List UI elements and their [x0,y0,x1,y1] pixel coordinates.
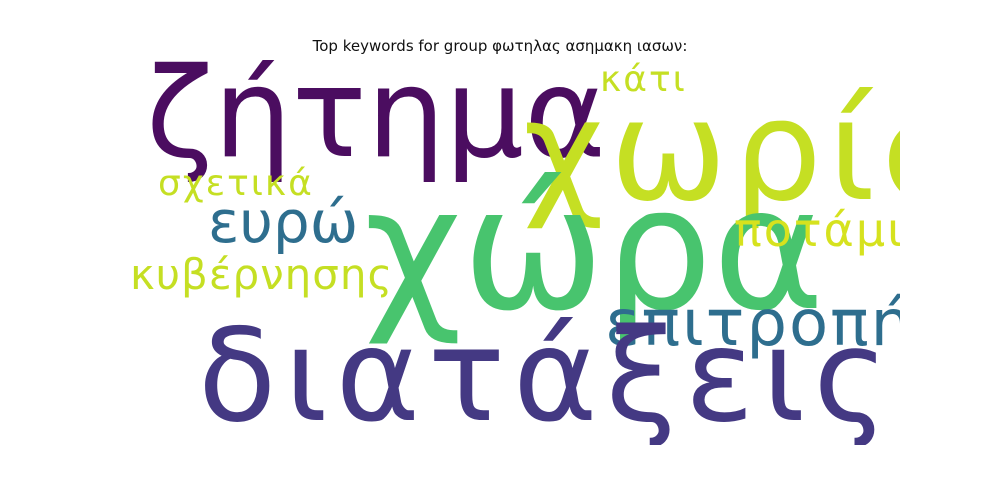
word-xwra: χώρα [364,151,825,349]
word-kati: κάτι [600,60,687,100]
word-epitropi: επιτροπή [605,287,900,361]
word-potami: ποτάμι [734,203,900,257]
word-diataxeis: διατάξεις [198,302,897,445]
word-kyvernisis: κυβέρνησης [130,250,394,299]
word-zitima: ζήτημα [146,60,606,186]
word-eyrw: ευρώ [208,188,359,256]
word-xwris: χωρίς [523,70,900,233]
word-cloud: ζήτημα χωρίς κάτι σχετικά ευρώ χώρα ποτά… [120,60,900,445]
chart-title: Top keywords for group φωτηλας ασημακη ι… [312,37,688,55]
word-sxetika: σχετικά [158,163,314,204]
